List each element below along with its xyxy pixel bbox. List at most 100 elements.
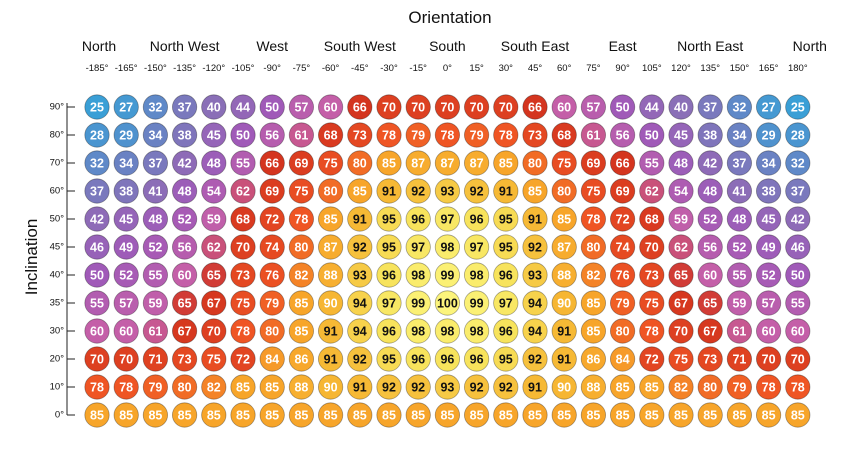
cell-value-label: 62 (674, 241, 688, 255)
heatmap-cell: 37 (697, 94, 723, 120)
cell-value-label: 37 (178, 101, 192, 115)
heatmap-cell: 82 (288, 262, 314, 288)
cell-value-label: 50 (265, 101, 279, 115)
heatmap-cell: 57 (580, 94, 607, 120)
cell-value-label: 75 (557, 157, 571, 171)
cell-circle (755, 318, 782, 344)
heatmap-cell: 62 (201, 234, 227, 260)
heatmap-cell: 50 (609, 94, 636, 120)
cell-circle (288, 318, 314, 344)
cell-value-label: 85 (294, 297, 308, 311)
cell-circle (288, 234, 314, 260)
cell-circle (697, 122, 723, 148)
cell-value-label: 80 (178, 381, 192, 395)
cell-value-label: 84 (265, 353, 279, 367)
cell-value-label: 80 (557, 185, 571, 199)
heatmap-cell: 96 (463, 346, 490, 372)
cell-value-label: 72 (265, 213, 279, 227)
cell-value-label: 82 (586, 269, 600, 283)
cell-value-label: 92 (499, 381, 513, 395)
heatmap-cell: 27 (113, 94, 139, 120)
heatmap-cell: 85 (230, 402, 256, 428)
cell-value-label: 67 (703, 325, 717, 339)
cell-value-label: 78 (791, 381, 805, 395)
heatmap-cell: 97 (376, 290, 402, 316)
cell-value-label: 52 (148, 241, 162, 255)
cell-value-label: 85 (353, 185, 367, 199)
heatmap-cell: 91 (551, 318, 577, 344)
cell-value-label: 87 (324, 241, 338, 255)
cell-value-label: 70 (382, 101, 396, 115)
cell-value-label: 85 (236, 409, 250, 423)
heatmap-cell: 85 (580, 318, 607, 344)
cell-value-label: 92 (353, 353, 367, 367)
heatmap-cell: 73 (639, 262, 665, 288)
heatmap-cell: 71 (726, 346, 753, 372)
cell-circle (347, 94, 373, 120)
cell-value-label: 92 (411, 381, 425, 395)
cell-circle (201, 318, 227, 344)
heatmap-cell: 93 (434, 374, 460, 400)
direction-label: South East (500, 38, 570, 54)
cell-circle (463, 262, 490, 288)
cell-value-label: 85 (440, 409, 454, 423)
heatmap-cell: 48 (697, 178, 723, 204)
cell-value-label: 38 (762, 185, 776, 199)
cell-circle (785, 262, 811, 288)
heatmap-cell: 69 (609, 178, 636, 204)
cell-value-label: 85 (703, 409, 717, 423)
heatmap-cell: 85 (84, 402, 110, 428)
cell-circle (522, 402, 548, 428)
cell-circle (288, 150, 314, 176)
cell-value-label: 34 (732, 129, 746, 143)
heatmap-cell: 84 (609, 346, 636, 372)
cell-circle (726, 122, 753, 148)
heatmap-cell: 93 (347, 262, 373, 288)
cell-circle (405, 122, 431, 148)
heatmap-cell: 70 (785, 346, 811, 372)
cell-value-label: 74 (616, 241, 630, 255)
cell-circle (668, 150, 694, 176)
cell-value-label: 73 (178, 353, 192, 367)
heatmap-cell: 87 (463, 150, 490, 176)
cell-circle (463, 346, 490, 372)
cell-circle (317, 346, 344, 372)
cell-circle (172, 290, 198, 316)
cell-value-label: 73 (645, 269, 659, 283)
cell-value-label: 94 (353, 325, 367, 339)
cell-value-label: 65 (703, 297, 717, 311)
cell-value-label: 95 (499, 353, 513, 367)
cell-value-label: 50 (90, 269, 104, 283)
heatmap-cell: 72 (230, 346, 256, 372)
heatmap-cell: 98 (434, 318, 460, 344)
heatmap-cell: 88 (551, 262, 577, 288)
cell-circle (230, 402, 256, 428)
cell-value-label: 37 (791, 185, 805, 199)
cell-circle (405, 206, 431, 232)
cell-circle (113, 374, 139, 400)
cell-circle (551, 94, 577, 120)
cell-value-label: 62 (207, 241, 221, 255)
cell-circle (463, 374, 490, 400)
cell-value-label: 25 (90, 101, 104, 115)
cell-circle (580, 150, 607, 176)
heatmap-cell: 92 (522, 234, 548, 260)
cell-value-label: 66 (616, 157, 630, 171)
cell-circle (288, 206, 314, 232)
cell-circle (113, 178, 139, 204)
cell-value-label: 90 (557, 297, 571, 311)
heatmap-cell: 56 (172, 234, 198, 260)
heatmap-cell: 44 (230, 94, 256, 120)
heatmap-cell: 68 (230, 206, 256, 232)
heatmap-cell: 100 (434, 290, 460, 316)
cell-circle (376, 346, 402, 372)
heatmap-cell: 80 (580, 234, 607, 260)
cell-value-label: 34 (762, 157, 776, 171)
cell-circle (580, 122, 607, 148)
cell-value-label: 55 (645, 157, 659, 171)
heatmap-cell: 68 (551, 122, 577, 148)
cell-circle (493, 402, 519, 428)
cell-circle (347, 150, 373, 176)
heatmap-cell: 79 (726, 374, 753, 400)
cell-circle (493, 262, 519, 288)
